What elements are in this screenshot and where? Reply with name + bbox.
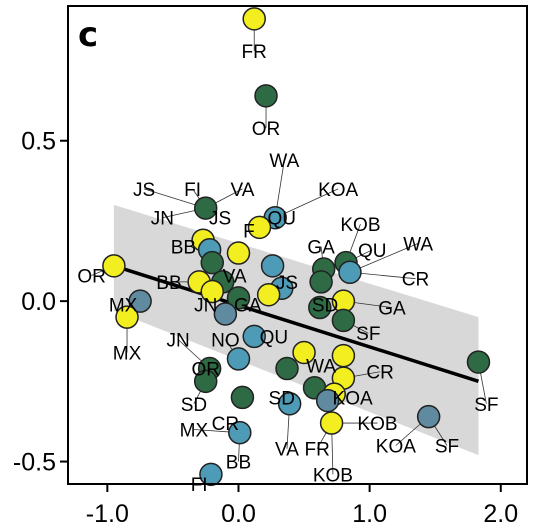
point-label: JS: [276, 273, 298, 294]
data-point: [319, 411, 344, 435]
point-label: JN: [194, 295, 217, 316]
data-point: [254, 84, 278, 108]
data-point: [308, 295, 332, 320]
point-label: SD: [312, 295, 338, 316]
data-point: [102, 254, 126, 278]
point-label: FR: [242, 42, 267, 63]
data-point: [226, 241, 251, 265]
data-point: [228, 420, 252, 445]
data-point: [338, 260, 362, 285]
point-label: CR: [212, 414, 239, 435]
axis-layer: -1.0 0.0 1.0 2.0 -0.5 0.0 0.5: [13, 128, 518, 528]
point-label: MX: [113, 343, 142, 364]
point-label: BB: [226, 453, 251, 474]
data-point: [260, 254, 285, 278]
data-point: [256, 282, 281, 307]
point-label: SF: [435, 437, 459, 458]
data-point: [242, 324, 266, 349]
data-point: [193, 369, 218, 394]
point-label: SD: [269, 388, 295, 409]
point-label: VA: [223, 266, 247, 287]
point-label: QU: [260, 327, 289, 348]
point-label: KOA: [318, 180, 358, 201]
data-point: [200, 279, 225, 304]
point-label: QU: [358, 241, 387, 262]
data-point: [193, 196, 218, 220]
point-label: SF: [474, 395, 498, 416]
regression-line-layer: [113, 264, 480, 384]
point-label: FI: [184, 180, 201, 201]
data-point: [128, 289, 152, 313]
point-label: FR: [305, 440, 330, 461]
x-tick-label: 0.0: [221, 500, 256, 528]
point-label: GA: [234, 295, 262, 316]
data-point-layer: [102, 7, 491, 487]
point-label: VA: [275, 440, 299, 461]
data-point: [466, 350, 491, 374]
point-label: MX: [180, 420, 209, 441]
point-label: QU: [268, 209, 297, 230]
point-label: NO: [211, 331, 240, 352]
data-point: [247, 215, 272, 240]
point-label-layer: FR OR WA JS FI VA KOA JN JS QU KOB BB F GA QU WA OR BB VA J…: [77, 42, 498, 496]
plot-frame: [67, 5, 528, 485]
data-point: [277, 392, 302, 416]
point-label: JS: [209, 209, 231, 230]
point-label: VA: [230, 180, 254, 201]
point-label: FI: [191, 475, 208, 496]
point-label: BB: [171, 238, 196, 259]
data-point: [200, 250, 225, 275]
x-tick-label: 2.0: [483, 500, 518, 528]
point-label: F: [243, 222, 255, 243]
data-point: [226, 347, 251, 371]
point-label: BB: [156, 273, 181, 294]
data-point: [309, 270, 333, 294]
data-point: [315, 388, 340, 413]
data-point: [331, 308, 356, 333]
point-label: OR: [191, 360, 220, 381]
point-label: WA: [306, 356, 336, 377]
data-point: [292, 340, 316, 365]
panel-label: c: [78, 15, 98, 55]
point-label: SD: [181, 395, 207, 416]
point-label: WA: [403, 234, 433, 255]
point-label: KOB: [357, 414, 397, 435]
point-label: SF: [356, 324, 380, 345]
y-tick-label: 0.5: [21, 128, 56, 156]
point-label: CR: [402, 270, 429, 291]
data-point: [275, 356, 299, 381]
x-tick-label: -1.0: [86, 500, 129, 528]
point-label: GA: [307, 238, 335, 259]
data-point: [213, 302, 238, 326]
point-label: OR: [252, 119, 281, 140]
point-label: OR: [77, 266, 106, 287]
point-label: JN: [167, 331, 190, 352]
point-label: WA: [269, 151, 299, 172]
point-label: JS: [133, 180, 155, 201]
x-tick-label: 1.0: [352, 500, 387, 528]
y-tick-label: 0.0: [21, 288, 56, 316]
data-point: [115, 305, 139, 329]
regression-line: [113, 264, 480, 384]
data-point: [242, 7, 266, 31]
data-point: [230, 385, 255, 410]
data-point: [199, 462, 223, 487]
point-label: KOB: [340, 215, 380, 236]
point-label: MX: [109, 295, 138, 316]
point-label: GA: [378, 299, 406, 320]
data-point: [226, 286, 251, 310]
leader-line: [349, 243, 419, 273]
point-label: CR: [366, 363, 393, 384]
data-point: [416, 404, 441, 429]
point-label: KOA: [376, 437, 416, 458]
point-label: KOB: [313, 465, 353, 486]
point-label: KOA: [333, 388, 373, 409]
y-tick-label: -0.5: [13, 449, 56, 477]
point-label: JN: [151, 209, 174, 230]
